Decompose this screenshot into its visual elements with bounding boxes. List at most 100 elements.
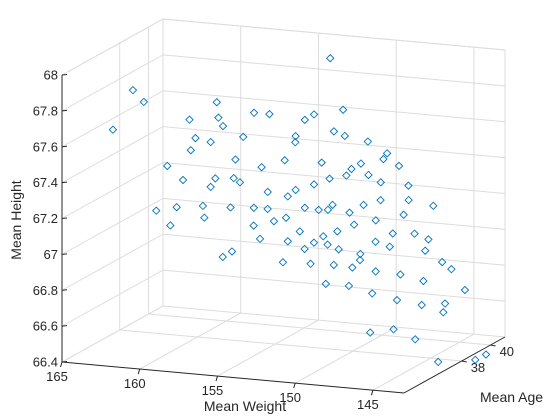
- data-point-marker: [219, 123, 226, 130]
- data-point-marker: [348, 165, 355, 172]
- data-point-marker: [282, 214, 289, 221]
- z-tick-mark: [62, 146, 67, 147]
- z-grid-line-side: [62, 198, 163, 254]
- data-point-marker: [264, 205, 271, 212]
- data-point-marker: [482, 351, 489, 358]
- data-point-marker: [219, 253, 226, 260]
- data-point-marker: [230, 175, 237, 182]
- data-point-marker: [281, 157, 288, 164]
- z-grid-line-side: [62, 55, 163, 111]
- data-point-marker: [326, 175, 333, 182]
- y-tick-label: 40: [500, 344, 514, 359]
- data-point-marker: [250, 222, 257, 229]
- data-point-marker: [357, 160, 364, 167]
- data-point-marker: [167, 222, 174, 229]
- data-point-marker: [187, 147, 194, 154]
- data-point-marker: [236, 179, 243, 186]
- data-point-marker: [343, 172, 350, 179]
- z-tick-label: 66.4: [33, 355, 58, 370]
- data-point-marker: [380, 156, 387, 163]
- data-point-marker: [461, 286, 468, 293]
- data-point-marker: [360, 201, 367, 208]
- data-point-marker: [383, 150, 390, 157]
- data-point-marker: [310, 181, 317, 188]
- data-point-marker: [441, 300, 448, 307]
- data-point-marker: [199, 202, 206, 209]
- z-tick-mark: [62, 290, 67, 291]
- data-point-marker: [334, 228, 341, 235]
- x-axis-line: [62, 362, 404, 393]
- z-grid-line-back: [163, 306, 505, 337]
- z-tick-label: 67.4: [33, 175, 58, 190]
- data-point-marker: [335, 246, 342, 253]
- data-point-marker: [301, 116, 308, 123]
- z-grid-line-back: [163, 270, 505, 301]
- data-point-marker: [192, 134, 199, 141]
- z-tick-mark: [62, 254, 67, 255]
- data-point-marker: [330, 261, 337, 268]
- data-point-marker: [324, 241, 331, 248]
- data-point-marker: [397, 271, 404, 278]
- z-tick-mark: [62, 75, 67, 76]
- data-point-marker: [327, 55, 334, 62]
- z-tick-label: 67.6: [33, 139, 58, 154]
- data-point-marker: [369, 290, 376, 297]
- data-point-marker: [405, 196, 412, 203]
- z-tick-label: 67.2: [33, 211, 58, 226]
- data-point-marker: [364, 138, 371, 145]
- z-tick-mark: [62, 362, 67, 363]
- data-point-marker: [324, 206, 331, 213]
- z-tick-mark: [62, 110, 67, 111]
- data-point-marker: [341, 132, 348, 139]
- box-top-edge-back: [163, 19, 505, 50]
- data-point-marker: [256, 235, 263, 242]
- z-tick-mark: [62, 182, 67, 183]
- data-point-marker: [422, 247, 429, 254]
- z-grid-line-back: [163, 234, 505, 265]
- data-point-marker: [425, 236, 432, 243]
- y-tick-label: 38: [471, 360, 485, 375]
- y-grid-line-floor: [149, 314, 491, 345]
- data-point-marker: [367, 329, 374, 336]
- x-tick-mark: [294, 383, 296, 388]
- data-point-marker: [228, 248, 235, 255]
- data-point-marker: [448, 266, 455, 273]
- z-grid-line-side: [62, 270, 163, 326]
- z-tick-label: 66.6: [33, 319, 58, 334]
- data-point-marker: [258, 164, 265, 171]
- data-point-marker: [270, 218, 277, 225]
- data-point-marker: [430, 202, 437, 209]
- x-tick-mark: [371, 390, 373, 395]
- z-tick-label: 67.8: [33, 103, 58, 118]
- data-point-marker: [349, 264, 356, 271]
- data-point-marker: [372, 238, 379, 245]
- data-point-marker: [411, 230, 418, 237]
- x-tick-label: 160: [124, 376, 146, 391]
- x-tick-mark: [61, 362, 63, 367]
- data-point-marker: [207, 183, 214, 190]
- grid-layer: [62, 19, 505, 390]
- z-grid-line-back: [163, 55, 505, 86]
- x-tick-mark: [216, 376, 218, 381]
- x-tick-mark: [138, 369, 140, 374]
- data-point-marker: [301, 204, 308, 211]
- data-point-marker: [292, 186, 299, 193]
- data-point-marker: [400, 211, 407, 218]
- data-point-marker: [329, 201, 336, 208]
- z-grid-line-back: [163, 91, 505, 122]
- z-grid-line-side: [62, 234, 163, 290]
- z-axis-label: Mean Height: [8, 180, 24, 259]
- data-point-marker: [318, 159, 325, 166]
- z-grid-line-side: [62, 127, 163, 183]
- data-point-marker: [232, 156, 239, 163]
- z-tick-label: 67: [44, 247, 58, 262]
- data-point-marker: [412, 336, 419, 343]
- data-point-marker: [322, 280, 329, 287]
- x-grid-line-floor: [62, 306, 163, 362]
- data-point-marker: [345, 282, 352, 289]
- data-point-marker: [296, 228, 303, 235]
- data-point-marker: [212, 175, 219, 182]
- z-grid-line-side: [62, 163, 163, 219]
- data-point-marker: [213, 99, 220, 106]
